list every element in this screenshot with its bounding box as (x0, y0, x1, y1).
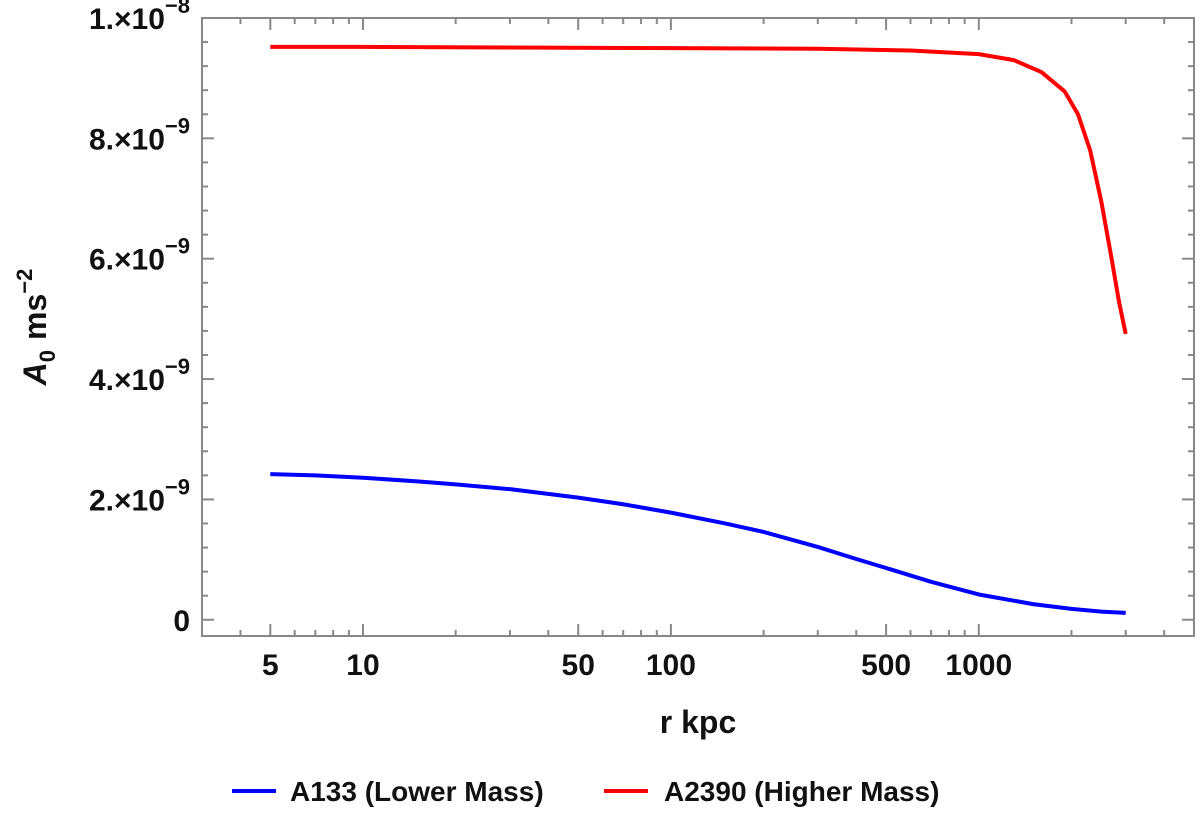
y-axis-label-unit: ms (17, 294, 53, 340)
series-lines (270, 44, 1128, 615)
x-tick-label: 500 (861, 649, 911, 682)
y-tick-label: 0 (173, 605, 190, 638)
x-tick-label: 10 (346, 649, 379, 682)
x-axis-ticks: 5 10 50 100 500 1000 (201, 18, 1195, 682)
x-tick-label: 50 (562, 649, 595, 682)
legend: A133 (Lower Mass) A2390 (Higher Mass) (232, 776, 939, 807)
y-axis-label-superscript: −2 (12, 269, 37, 294)
x-axis-label: r kpc (660, 704, 736, 740)
plot-frame (201, 17, 1195, 637)
x-tick-label: 5 (262, 649, 279, 682)
y-tick-label: 2.×10−9 (89, 474, 190, 517)
x-tick-label: 100 (646, 649, 696, 682)
y-tick-label-mantissa: 1.×10 (89, 3, 165, 36)
legend-label-a2390: A2390 (Higher Mass) (664, 776, 939, 807)
series-line-1 (270, 44, 1128, 335)
y-tick-label-mantissa: 8.×10 (89, 123, 165, 156)
series-line-0 (270, 472, 1126, 615)
y-tick-label-mantissa: 0 (173, 605, 190, 638)
y-tick-label-mantissa: 6.×10 (89, 244, 165, 277)
y-tick-label: 1.×10−8 (89, 0, 190, 36)
y-tick-label-exponent: −9 (165, 113, 190, 138)
y-tick-label-mantissa: 4.×10 (89, 364, 165, 397)
x-tick-label: 1000 (945, 649, 1012, 682)
y-tick-label: 6.×10−9 (89, 234, 190, 277)
y-tick-label: 8.×10−9 (89, 113, 190, 156)
y-tick-label-exponent: −8 (165, 0, 190, 18)
y-axis-label: A0 ms−2 (12, 269, 60, 387)
y-tick-label: 4.×10−9 (89, 354, 190, 397)
y-tick-label-mantissa: 2.×10 (89, 484, 165, 517)
y-tick-label-exponent: −9 (165, 234, 190, 259)
legend-label-a133: A133 (Lower Mass) (290, 776, 544, 807)
y-axis-label-subscript: 0 (35, 350, 60, 362)
y-tick-label-exponent: −9 (165, 354, 190, 379)
y-axis-ticks: 02.×10−94.×10−96.×10−98.×10−91.×10−8 (89, 0, 1194, 638)
y-axis-label-main: A (17, 362, 53, 386)
y-tick-label-exponent: −9 (165, 474, 190, 499)
